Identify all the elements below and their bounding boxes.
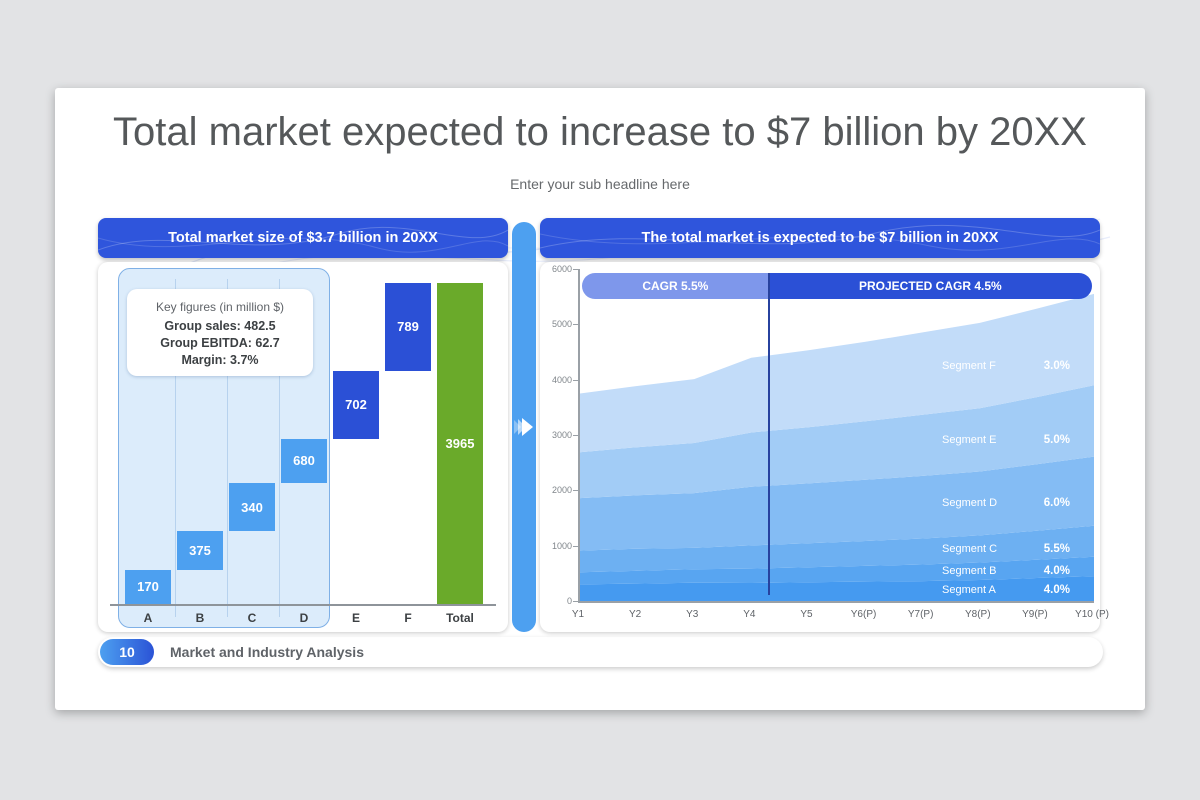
area-band-segment-b <box>580 556 1094 585</box>
waterfall-chart-card: 170 A 375 B 340 C 680 D 702 E 789 F 3965 Total Key fi… <box>98 262 508 632</box>
cagr-banner-segment: PROJECTED CAGR 4.5% <box>768 273 1092 299</box>
highlight-gridline <box>279 279 280 617</box>
x-axis-tick-label: Y2 <box>628 609 642 620</box>
panel-connector-bar <box>512 222 536 632</box>
waterfall-bar-value: 170 <box>137 579 159 595</box>
y-axis-tick-mark <box>573 545 578 547</box>
footer-section-label: Market and Industry Analysis <box>170 644 364 660</box>
area-chart-axes: 0 1000 2000 3000 4000 5000 6000 Y1 Y2 Y3 Y4 Y5 Y6(P)… <box>540 262 1109 632</box>
waterfall-bar-value: 375 <box>189 543 211 559</box>
y-axis-tick-label: 4000 <box>551 374 572 385</box>
x-axis-tick-label: Y10 (P) <box>1075 609 1109 620</box>
waterfall-bar-value: 702 <box>345 397 367 413</box>
area-panel-header-label: The total market is expected to be $7 bi… <box>641 230 999 246</box>
y-axis-tick-mark <box>573 435 578 436</box>
waterfall-bar-value: 680 <box>293 453 315 469</box>
waterfall-category-label: E <box>351 611 360 625</box>
key-figure-margin: Margin: 3.7% <box>181 352 259 367</box>
cagr-banner-label: PROJECTED CAGR 4.5% <box>858 279 1002 293</box>
segment-label-segment-f: Segment F <box>942 359 996 372</box>
y-axis-tick-mark <box>573 601 578 602</box>
segment-cagr-segment-d: 6.0% <box>1043 497 1070 510</box>
segment-cagr-segment-f: 3.0% <box>1043 359 1070 372</box>
waterfall-category-label: D <box>299 611 309 625</box>
segment-cagr-segment-e: 5.0% <box>1043 433 1070 446</box>
x-axis-tick-label: Y4 <box>743 609 756 620</box>
waterfall-bar-a: 170 <box>125 569 171 604</box>
waterfall-bar-total: 3965 <box>437 283 483 604</box>
area-chart-plot: CAGR 5.5% PROJECTED CAGR 4.5% Segment A 4.… <box>578 269 1094 603</box>
y-axis-tick-label: 2000 <box>551 485 572 496</box>
x-axis-tick-label: Y8(P) <box>964 609 991 620</box>
x-axis-tick-label: Y5 <box>800 609 813 620</box>
y-axis-tick-mark <box>573 324 578 326</box>
waterfall-category-label: B <box>195 611 205 625</box>
waterfall-bar-value: 3965 <box>445 436 475 451</box>
segment-cagr-segment-b: 4.0% <box>1043 565 1070 578</box>
segment-label-segment-a: Segment A <box>942 584 996 597</box>
page-number: 10 <box>119 644 135 660</box>
waterfall-panel-header: Total market size of $3.7 billion in 20X… <box>98 218 508 258</box>
key-figures-box: Key figures (in million $) Group sales: … <box>127 289 313 376</box>
key-figures-title: Key figures (in million $) <box>155 300 285 314</box>
area-panel-header: The total market is expected to be $7 bi… <box>540 218 1100 258</box>
cagr-banner-segment: CAGR 5.5% <box>582 273 769 299</box>
segment-label-segment-b: Segment B <box>942 565 997 578</box>
key-figure-group-sales: Group sales: 482.5 <box>164 319 276 333</box>
cagr-banner-label: CAGR 5.5% <box>642 279 709 293</box>
highlight-gridline <box>227 279 228 617</box>
waterfall-category-label: Total <box>446 611 474 625</box>
area-band-segment-a <box>580 576 1094 601</box>
cagr-banner: CAGR 5.5% PROJECTED CAGR 4.5% <box>582 273 1092 299</box>
x-axis-tick-label: Y6(P) <box>850 609 877 620</box>
y-axis-tick-label: 5000 <box>551 319 572 330</box>
area-chart-card: 0 1000 2000 3000 4000 5000 6000 Y1 Y2 Y3 Y4 Y5 Y6(P)… <box>540 262 1109 632</box>
waterfall-category-label: C <box>247 611 257 625</box>
area-band-segment-d <box>580 456 1094 551</box>
segment-label-segment-e: Segment E <box>942 433 997 446</box>
footer-bar: 10 Market and Industry Analysis <box>98 637 1103 667</box>
waterfall-bar-value: 340 <box>241 499 263 515</box>
segment-cagr-segment-c: 5.5% <box>1043 542 1070 555</box>
waterfall-bar-c: 340 <box>229 482 275 532</box>
waterfall-category-label: F <box>404 611 412 625</box>
highlight-gridline <box>175 279 176 617</box>
y-axis-tick-label: 6000 <box>551 264 572 274</box>
waterfall-bar-value: 789 <box>397 319 419 335</box>
waterfall-panel-header-label: Total market size of $3.7 billion in 20X… <box>168 230 438 246</box>
y-axis-tick-mark <box>573 379 578 381</box>
area-band-segment-c <box>580 525 1094 573</box>
page-subtitle: Enter your sub headline here <box>510 176 690 192</box>
y-axis-tick-label: 0 <box>566 596 572 606</box>
area-band-segment-e <box>580 385 1094 499</box>
waterfall-bar-d: 680 <box>281 439 327 483</box>
y-axis-tick-label: 3000 <box>551 430 572 440</box>
page-title: Total market expected to increase to $7 … <box>113 110 1087 154</box>
y-axis-tick-label: 1000 <box>551 540 572 551</box>
x-axis-tick-label: Y1 <box>571 609 585 620</box>
area-band-segment-f <box>580 293 1094 453</box>
stacked-area-series <box>580 293 1094 601</box>
waterfall-chart: 170 A 375 B 340 C 680 D 702 E 789 F 3965 Total <box>98 262 508 632</box>
y-axis-tick-mark <box>573 490 578 492</box>
waterfall-bar-f: 789 <box>385 283 431 371</box>
segment-label-segment-d: Segment D <box>942 497 998 510</box>
projection-divider-line <box>768 273 770 595</box>
waterfall-bar-b: 375 <box>177 531 223 570</box>
waterfall-axis-line <box>110 604 496 606</box>
page-number-badge: 10 <box>100 639 154 665</box>
segment-cagr-segment-a: 4.0% <box>1043 584 1070 597</box>
slide: Total market expected to increase to $7 … <box>55 88 1145 710</box>
waterfall-bar-e: 702 <box>333 370 379 439</box>
x-axis-tick-label: Y7(P) <box>907 609 934 620</box>
x-axis-tick-label: Y3 <box>686 609 699 620</box>
key-figure-group-ebitda: Group EBITDA: 62.7 <box>160 335 280 350</box>
fast-forward-icon <box>514 418 533 436</box>
waterfall-category-label: A <box>143 611 153 625</box>
segment-label-segment-c: Segment C <box>942 542 998 555</box>
x-axis-tick-label: Y9(P) <box>1022 609 1048 620</box>
